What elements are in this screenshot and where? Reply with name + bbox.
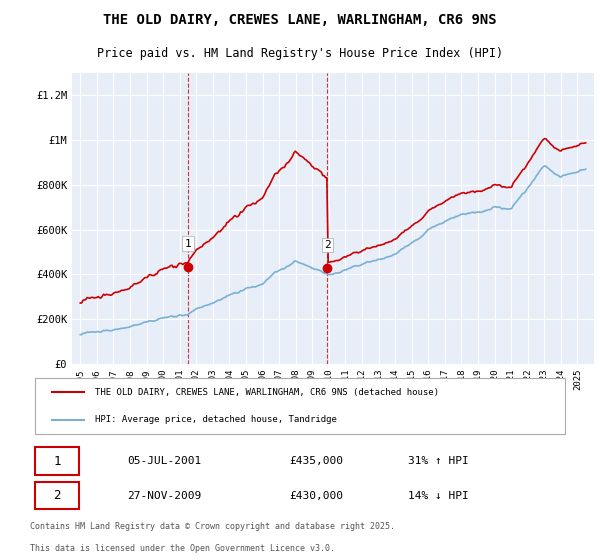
Text: 2: 2 [53,489,61,502]
Text: This data is licensed under the Open Government Licence v3.0.: This data is licensed under the Open Gov… [30,544,335,553]
Text: HPI: Average price, detached house, Tandridge: HPI: Average price, detached house, Tand… [95,415,337,424]
Text: 05-JUL-2001: 05-JUL-2001 [127,456,202,466]
Text: THE OLD DAIRY, CREWES LANE, WARLINGHAM, CR6 9NS (detached house): THE OLD DAIRY, CREWES LANE, WARLINGHAM, … [95,388,439,397]
Text: Contains HM Land Registry data © Crown copyright and database right 2025.: Contains HM Land Registry data © Crown c… [30,522,395,531]
Text: THE OLD DAIRY, CREWES LANE, WARLINGHAM, CR6 9NS: THE OLD DAIRY, CREWES LANE, WARLINGHAM, … [103,13,497,27]
Text: £430,000: £430,000 [289,491,343,501]
FancyBboxPatch shape [35,482,79,510]
Text: 1: 1 [53,455,61,468]
Text: Price paid vs. HM Land Registry's House Price Index (HPI): Price paid vs. HM Land Registry's House … [97,47,503,60]
FancyBboxPatch shape [35,447,79,475]
Text: 14% ↓ HPI: 14% ↓ HPI [408,491,469,501]
Text: 2: 2 [324,240,331,250]
Text: £435,000: £435,000 [289,456,343,466]
Text: 31% ↑ HPI: 31% ↑ HPI [408,456,469,466]
Text: 1: 1 [185,239,191,249]
FancyBboxPatch shape [35,379,565,433]
Text: 27-NOV-2009: 27-NOV-2009 [127,491,202,501]
